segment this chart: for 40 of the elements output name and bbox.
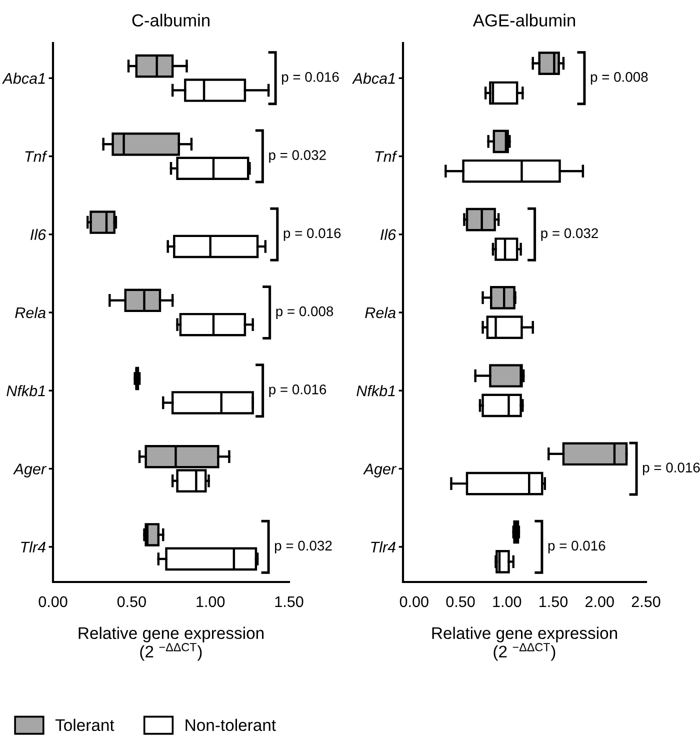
annotation: p = 0.032 [274,540,332,554]
chart-title: C-albumin [132,14,210,27]
x-tick-label: 1.50 [540,596,568,608]
y-tick-label: Rela [15,306,46,318]
annotation: p = 0.016 [269,384,326,398]
x-tick-label: 1.50 [275,596,304,608]
chart-title: AGE-albumin [472,14,575,27]
annotation: p = 0.032 [269,150,326,163]
y-tick-label: Ager [13,464,47,478]
y-tick-label: Nfkb1 [356,385,395,396]
annotation: p = 0.032 [541,228,598,241]
y-tick-label: Abca1 [352,72,395,84]
annotation: p = 0.016 [642,462,700,476]
annotation: p = 0.008 [276,306,334,319]
x-axis-title: Relative gene expression (2 $^{−ΔΔCT}$) [432,626,617,661]
x-tick-label: 0.00 [400,596,428,608]
y-tick-label: Tnf [375,150,398,162]
y-tick-label: Il6 [380,228,396,240]
x-tick-label: 2.50 [632,596,660,608]
annotation: p = 0.008 [590,72,648,85]
y-tick-label: Nfkb1 [6,385,45,396]
legend-label: Tolerant [55,718,114,732]
y-tick-label: Rela [365,306,396,318]
x-tick-label: 2.00 [586,596,614,608]
x-tick-label: 1.00 [196,596,225,608]
y-tick-label: Ager [363,464,397,478]
y-tick-label: Abca1 [2,72,45,84]
legend-label: Non-tolerant [186,718,276,732]
x-tick-label: 0.50 [446,596,475,608]
x-tick-label: 0.50 [117,596,146,608]
annotation: p = 0.016 [282,72,339,85]
y-tick-label: Tnf [25,150,48,162]
x-tick-label: 1.00 [493,596,522,608]
y-tick-label: Il6 [30,228,46,240]
annotation: p = 0.016 [284,228,341,241]
annotation: p = 0.016 [548,540,606,554]
y-tick-label: Tlr4 [371,541,396,552]
x-axis-title: Relative gene expression (2 $^{−ΔΔCT}$) [78,626,264,661]
x-tick-label: 0.00 [38,596,68,608]
y-tick-label: Tlr4 [21,541,46,552]
